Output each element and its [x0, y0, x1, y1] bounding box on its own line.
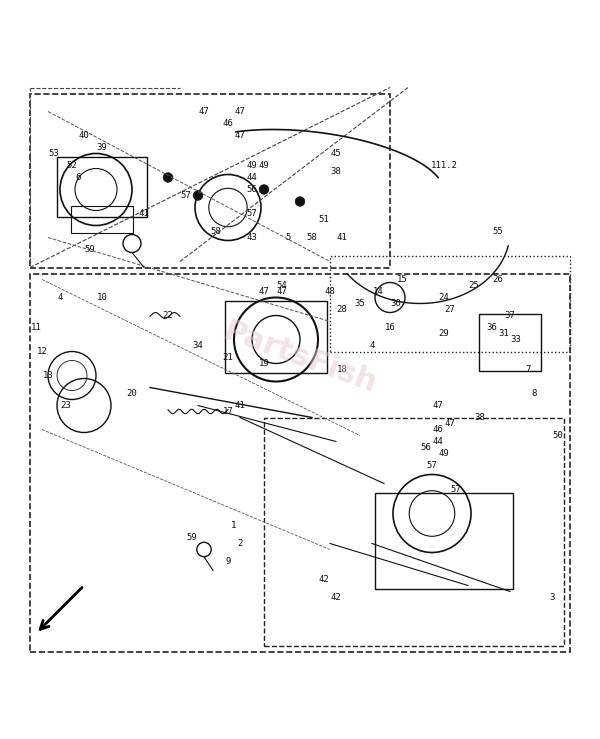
Text: 33: 33	[511, 335, 521, 344]
Text: 49: 49	[439, 449, 449, 458]
Text: 24: 24	[439, 293, 449, 302]
Text: 16: 16	[385, 323, 395, 332]
Text: 47: 47	[235, 107, 245, 116]
Text: 42: 42	[331, 593, 341, 602]
Text: 41: 41	[139, 209, 149, 218]
Text: 56: 56	[421, 443, 431, 452]
Text: 57: 57	[247, 209, 257, 218]
Text: 19: 19	[259, 359, 269, 368]
Text: 48: 48	[325, 287, 335, 296]
Text: 8: 8	[532, 389, 536, 398]
Text: 43: 43	[247, 233, 257, 242]
Text: 59: 59	[85, 245, 95, 254]
Text: 21: 21	[223, 353, 233, 362]
Text: 51: 51	[319, 215, 329, 224]
Text: 45: 45	[331, 149, 341, 158]
Text: 47: 47	[235, 131, 245, 140]
Text: 47: 47	[199, 107, 209, 116]
Circle shape	[163, 173, 173, 183]
Text: 44: 44	[433, 437, 443, 446]
Text: 47: 47	[277, 287, 287, 296]
Text: 15: 15	[397, 275, 407, 284]
Text: 47: 47	[445, 419, 455, 428]
Text: 42: 42	[319, 575, 329, 584]
Text: 38: 38	[331, 167, 341, 176]
Text: 28: 28	[337, 305, 347, 314]
Circle shape	[193, 191, 203, 200]
Text: 6: 6	[76, 173, 80, 182]
Text: 44: 44	[247, 173, 257, 182]
Text: 25: 25	[469, 281, 479, 290]
Text: 40: 40	[79, 131, 89, 140]
Text: 29: 29	[439, 329, 449, 338]
Text: 56: 56	[247, 185, 257, 194]
Text: 58: 58	[211, 227, 221, 236]
Text: 11: 11	[31, 323, 41, 332]
Text: 46: 46	[223, 119, 233, 128]
Text: PartsFish: PartsFish	[220, 316, 380, 398]
Text: 57: 57	[427, 461, 437, 470]
Text: 3: 3	[550, 593, 554, 602]
Text: 54: 54	[277, 281, 287, 290]
Text: 55: 55	[493, 227, 503, 236]
Text: 57: 57	[181, 191, 191, 200]
Text: 1: 1	[232, 521, 236, 530]
Text: 47: 47	[259, 287, 269, 296]
Text: 26: 26	[493, 275, 503, 284]
Text: 12: 12	[37, 347, 47, 356]
Text: 59: 59	[187, 533, 197, 542]
Text: 7: 7	[526, 365, 530, 374]
Text: 35: 35	[355, 299, 365, 308]
Text: 46: 46	[433, 425, 443, 434]
Text: 22: 22	[163, 311, 173, 320]
Text: 49: 49	[259, 161, 269, 170]
Text: 53: 53	[49, 149, 59, 158]
Text: 14: 14	[373, 287, 383, 296]
Text: 13: 13	[43, 371, 53, 380]
Text: 20: 20	[127, 389, 137, 398]
Text: 39: 39	[97, 143, 107, 152]
Text: 27: 27	[445, 305, 455, 314]
Text: 41: 41	[337, 233, 347, 242]
Text: 4: 4	[58, 293, 62, 302]
Circle shape	[259, 185, 269, 194]
Text: 47: 47	[433, 401, 443, 410]
Text: 2: 2	[238, 539, 242, 548]
Text: 17: 17	[223, 407, 233, 416]
Text: 30: 30	[391, 299, 401, 308]
Text: 34: 34	[193, 341, 203, 350]
Circle shape	[295, 197, 305, 206]
Text: 52: 52	[67, 161, 77, 170]
Text: 23: 23	[61, 401, 71, 410]
Text: 18: 18	[337, 365, 347, 374]
Text: 38: 38	[475, 413, 485, 422]
Text: 36: 36	[487, 323, 497, 332]
Text: 111.2: 111.2	[431, 161, 457, 170]
Text: 10: 10	[97, 293, 107, 302]
Text: 57: 57	[451, 485, 461, 494]
Text: 5: 5	[286, 233, 290, 242]
Text: 41: 41	[235, 401, 245, 410]
Text: 37: 37	[505, 311, 515, 320]
Text: 9: 9	[226, 557, 230, 566]
Text: 31: 31	[499, 329, 509, 338]
Text: 50: 50	[553, 431, 563, 440]
Text: 4: 4	[370, 341, 374, 350]
Text: 58: 58	[307, 233, 317, 242]
Text: 49: 49	[247, 161, 257, 170]
